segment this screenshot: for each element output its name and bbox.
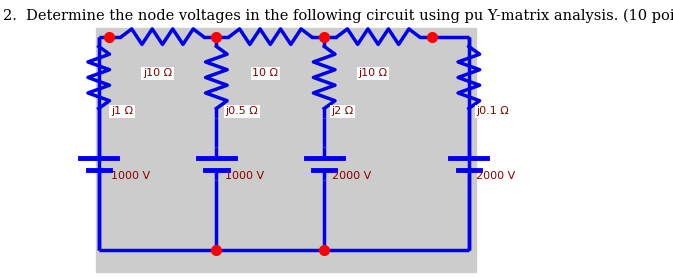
Text: j10 Ω: j10 Ω — [359, 68, 388, 78]
Text: 10 Ω: 10 Ω — [252, 68, 279, 78]
Text: 2.  Determine the node voltages in the following circuit using pu Y-matrix analy: 2. Determine the node voltages in the fo… — [3, 9, 673, 23]
Text: 1000 V: 1000 V — [225, 171, 264, 181]
Text: 2000 V: 2000 V — [332, 171, 371, 181]
Text: 1000 V: 1000 V — [111, 171, 150, 181]
Text: j10 Ω: j10 Ω — [143, 68, 172, 78]
Text: j0.5 Ω: j0.5 Ω — [225, 106, 258, 116]
Text: 2000 V: 2000 V — [476, 171, 516, 181]
Text: j1 Ω: j1 Ω — [111, 106, 133, 116]
Text: j2 Ω: j2 Ω — [332, 106, 354, 116]
FancyBboxPatch shape — [96, 28, 476, 272]
Text: j0.1 Ω: j0.1 Ω — [476, 106, 509, 116]
